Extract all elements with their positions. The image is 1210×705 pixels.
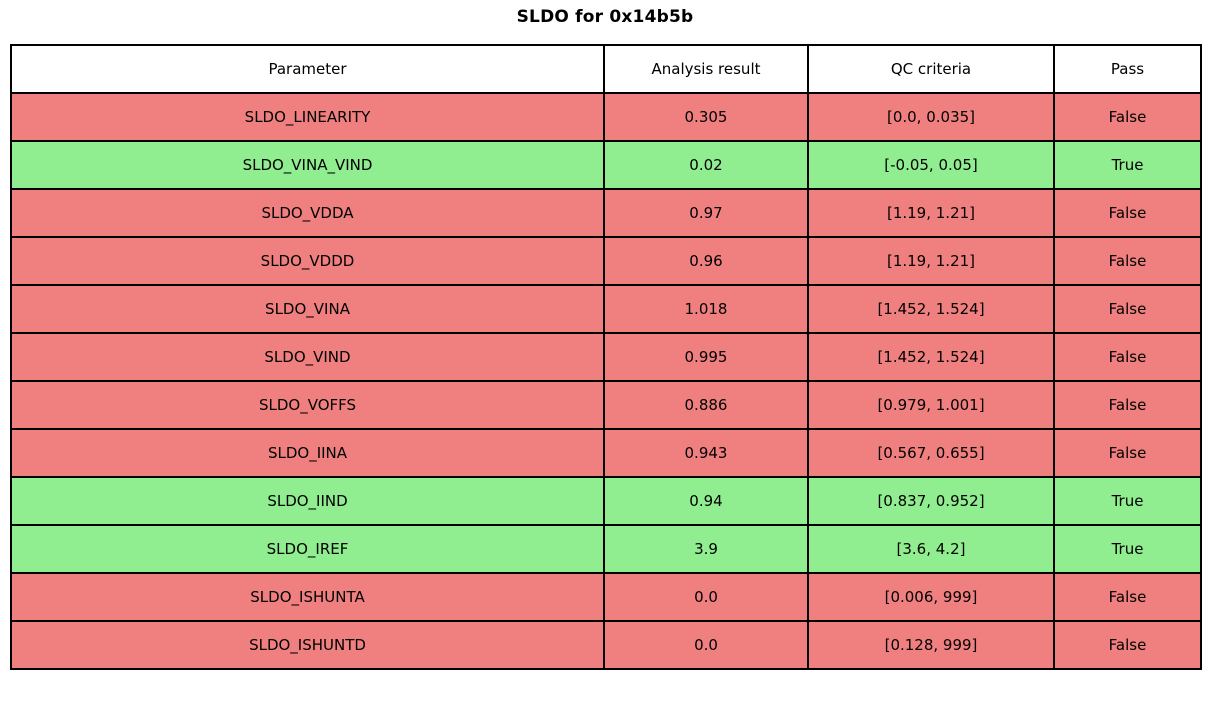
- cell-qc-criteria: [1.452, 1.524]: [807, 332, 1055, 382]
- cell-analysis-result: 0.96: [603, 236, 809, 286]
- table-row: SLDO_VIND 0.995 [1.452, 1.524] False: [10, 332, 1202, 382]
- cell-qc-criteria: [1.19, 1.21]: [807, 188, 1055, 238]
- cell-qc-criteria: [3.6, 4.2]: [807, 524, 1055, 574]
- cell-pass: False: [1053, 284, 1202, 334]
- qc-table-body: SLDO_LINEARITY 0.305 [0.0, 0.035] False SLDO…: [10, 92, 1202, 670]
- cell-parameter: SLDO_ISHUNTA: [10, 572, 605, 622]
- cell-analysis-result: 0.02: [603, 140, 809, 190]
- table-row: SLDO_IREF 3.9 [3.6, 4.2] True: [10, 524, 1202, 574]
- table-row: SLDO_ISHUNTD 0.0 [0.128, 999] False: [10, 620, 1202, 670]
- table-row: SLDO_VINA_VIND 0.02 [-0.05, 0.05] True: [10, 140, 1202, 190]
- cell-pass: False: [1053, 428, 1202, 478]
- cell-parameter: SLDO_VOFFS: [10, 380, 605, 430]
- cell-pass: False: [1053, 572, 1202, 622]
- cell-analysis-result: 0.94: [603, 476, 809, 526]
- cell-analysis-result: 1.018: [603, 284, 809, 334]
- col-header-parameter: Parameter: [10, 44, 605, 94]
- cell-parameter: SLDO_VINA_VIND: [10, 140, 605, 190]
- col-header-analysis-result: Analysis result: [603, 44, 809, 94]
- cell-pass: True: [1053, 524, 1202, 574]
- cell-parameter: SLDO_IIND: [10, 476, 605, 526]
- cell-parameter: SLDO_VDDD: [10, 236, 605, 286]
- table-row: SLDO_LINEARITY 0.305 [0.0, 0.035] False: [10, 92, 1202, 142]
- table-row: SLDO_VINA 1.018 [1.452, 1.524] False: [10, 284, 1202, 334]
- cell-pass: False: [1053, 380, 1202, 430]
- cell-analysis-result: 0.886: [603, 380, 809, 430]
- cell-analysis-result: 0.0: [603, 620, 809, 670]
- cell-analysis-result: 0.943: [603, 428, 809, 478]
- cell-qc-criteria: [0.979, 1.001]: [807, 380, 1055, 430]
- cell-qc-criteria: [0.837, 0.952]: [807, 476, 1055, 526]
- cell-qc-criteria: [1.19, 1.21]: [807, 236, 1055, 286]
- cell-pass: True: [1053, 140, 1202, 190]
- cell-pass: False: [1053, 236, 1202, 286]
- cell-analysis-result: 0.995: [603, 332, 809, 382]
- cell-analysis-result: 0.0: [603, 572, 809, 622]
- table-row: SLDO_VDDD 0.96 [1.19, 1.21] False: [10, 236, 1202, 286]
- cell-parameter: SLDO_VINA: [10, 284, 605, 334]
- cell-qc-criteria: [0.128, 999]: [807, 620, 1055, 670]
- table-row: SLDO_VOFFS 0.886 [0.979, 1.001] False: [10, 380, 1202, 430]
- cell-parameter: SLDO_IINA: [10, 428, 605, 478]
- cell-pass: True: [1053, 476, 1202, 526]
- cell-parameter: SLDO_ISHUNTD: [10, 620, 605, 670]
- qc-table: Parameter Analysis result QC criteria Pa…: [10, 44, 1202, 670]
- col-header-qc-criteria: QC criteria: [807, 44, 1055, 94]
- table-row: SLDO_VDDA 0.97 [1.19, 1.21] False: [10, 188, 1202, 238]
- cell-parameter: SLDO_IREF: [10, 524, 605, 574]
- cell-analysis-result: 0.305: [603, 92, 809, 142]
- cell-analysis-result: 3.9: [603, 524, 809, 574]
- cell-parameter: SLDO_VDDA: [10, 188, 605, 238]
- table-row: SLDO_IINA 0.943 [0.567, 0.655] False: [10, 428, 1202, 478]
- col-header-pass: Pass: [1053, 44, 1202, 94]
- cell-parameter: SLDO_LINEARITY: [10, 92, 605, 142]
- cell-pass: False: [1053, 332, 1202, 382]
- cell-pass: False: [1053, 620, 1202, 670]
- table-row: SLDO_ISHUNTA 0.0 [0.006, 999] False: [10, 572, 1202, 622]
- cell-pass: False: [1053, 92, 1202, 142]
- cell-qc-criteria: [0.006, 999]: [807, 572, 1055, 622]
- cell-parameter: SLDO_VIND: [10, 332, 605, 382]
- cell-qc-criteria: [0.0, 0.035]: [807, 92, 1055, 142]
- table-row: SLDO_IIND 0.94 [0.837, 0.952] True: [10, 476, 1202, 526]
- cell-qc-criteria: [0.567, 0.655]: [807, 428, 1055, 478]
- cell-analysis-result: 0.97: [603, 188, 809, 238]
- page-title: SLDO for 0x14b5b: [516, 7, 694, 27]
- cell-qc-criteria: [-0.05, 0.05]: [807, 140, 1055, 190]
- cell-pass: False: [1053, 188, 1202, 238]
- cell-qc-criteria: [1.452, 1.524]: [807, 284, 1055, 334]
- header-row: Parameter Analysis result QC criteria Pa…: [10, 44, 1202, 94]
